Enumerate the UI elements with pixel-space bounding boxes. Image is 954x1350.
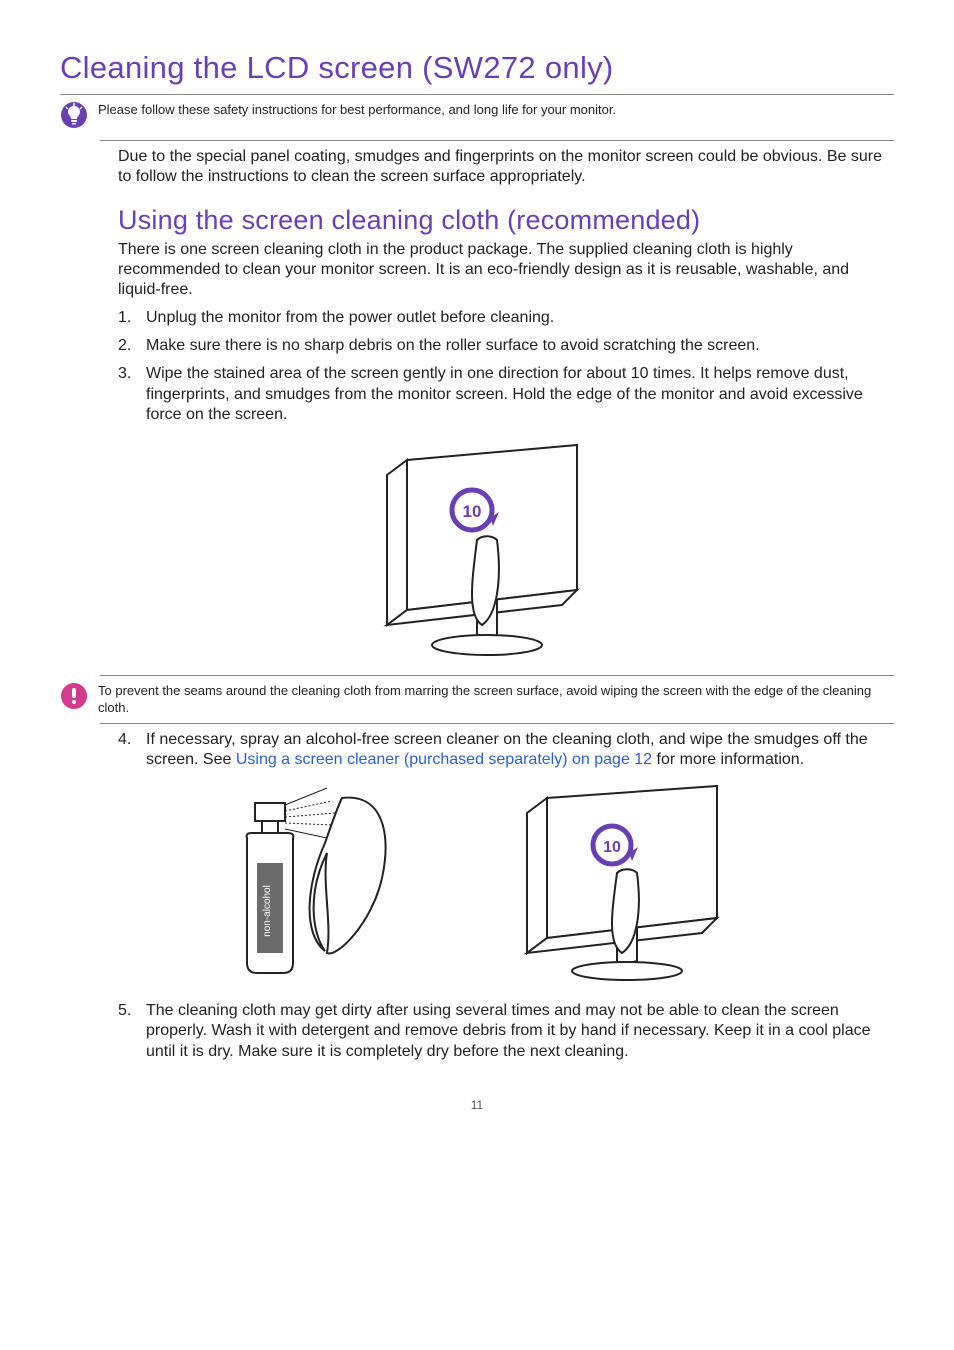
page-number: 11 — [60, 1098, 894, 1112]
steps-list-cont: If necessary, spray an alcohol-free scre… — [118, 730, 894, 771]
tip-note: Please follow these safety instructions … — [60, 101, 894, 134]
step-item: Unplug the monitor from the power outlet… — [118, 308, 894, 328]
step-item: If necessary, spray an alcohol-free scre… — [118, 730, 894, 771]
caution-text: To prevent the seams around the cleaning… — [98, 682, 894, 717]
caution-note: To prevent the seams around the cleaning… — [60, 682, 894, 717]
steps-list: Unplug the monitor from the power outlet… — [118, 308, 894, 426]
steps-list-cont2: The cleaning cloth may get dirty after u… — [118, 1001, 894, 1062]
rule — [60, 94, 894, 95]
tip-text: Please follow these safety instructions … — [98, 101, 616, 119]
step-item: Wipe the stained area of the screen gent… — [118, 364, 894, 425]
sub-intro: There is one screen cleaning cloth in th… — [118, 240, 894, 300]
intro-paragraph: Due to the special panel coating, smudge… — [118, 147, 894, 187]
svg-text:10: 10 — [463, 502, 482, 521]
rule — [100, 140, 894, 141]
page-title: Cleaning the LCD screen (SW272 only) — [60, 50, 894, 86]
cross-ref-link[interactable]: Using a screen cleaner (purchased separa… — [236, 751, 652, 768]
step-item: Make sure there is no sharp debris on th… — [118, 336, 894, 356]
section-subheading: Using the screen cleaning cloth (recomme… — [118, 205, 894, 236]
svg-text:10: 10 — [603, 839, 621, 856]
tip-icon — [60, 101, 88, 134]
svg-text:non-alcohol: non-alcohol — [262, 885, 273, 937]
illustration-wipe-monitor: 10 — [60, 440, 894, 665]
step-item: The cleaning cloth may get dirty after u… — [118, 1001, 894, 1062]
caution-icon — [60, 682, 88, 715]
step-text: for more information. — [652, 751, 804, 768]
rule — [100, 723, 894, 724]
rule — [100, 675, 894, 676]
illustration-spray-and-wipe: non-alcohol 10 — [60, 783, 894, 983]
